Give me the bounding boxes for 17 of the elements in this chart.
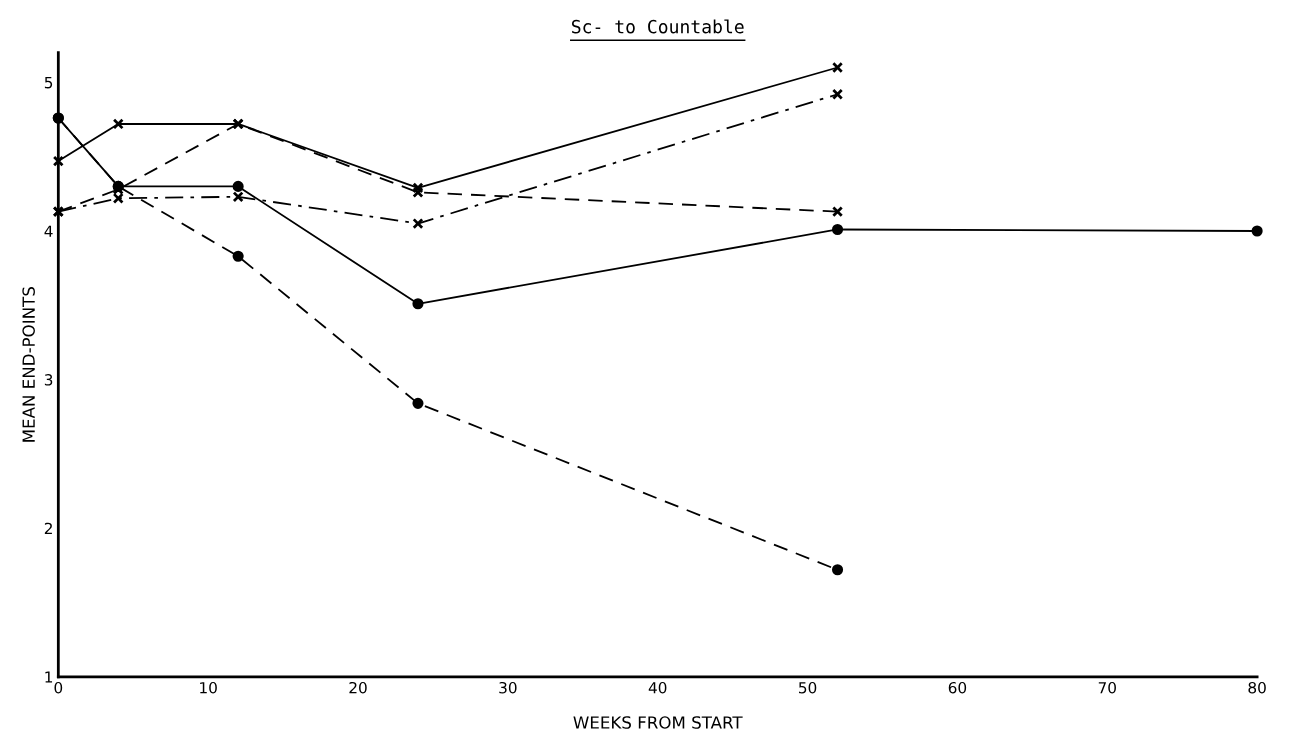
x-tick-label: 30 [499, 681, 517, 694]
y-tick-label: 1 [45, 671, 53, 683]
x-tick-label: 80 [1248, 681, 1266, 694]
y-tick-label: 5 [44, 77, 53, 89]
x-tick-label: 50 [799, 681, 817, 694]
x-tick-label: 0 [54, 681, 63, 694]
x-tick-label: 60 [948, 681, 967, 694]
y-tick-label: 3 [44, 374, 53, 386]
x-axis-title: WEEKS FROM START [573, 716, 743, 729]
x-tick-label: 70 [1098, 681, 1116, 694]
y-axis-title: MEAN END-POINTS [22, 287, 35, 442]
y-tick-label: 4 [44, 225, 53, 237]
chart-title: Sc- to Countable [571, 19, 744, 34]
x-tick-label: 40 [648, 681, 667, 694]
y-tick-label: 2 [44, 522, 52, 534]
x-tick-label: 10 [200, 681, 217, 694]
x-tick-label: 20 [349, 681, 367, 694]
